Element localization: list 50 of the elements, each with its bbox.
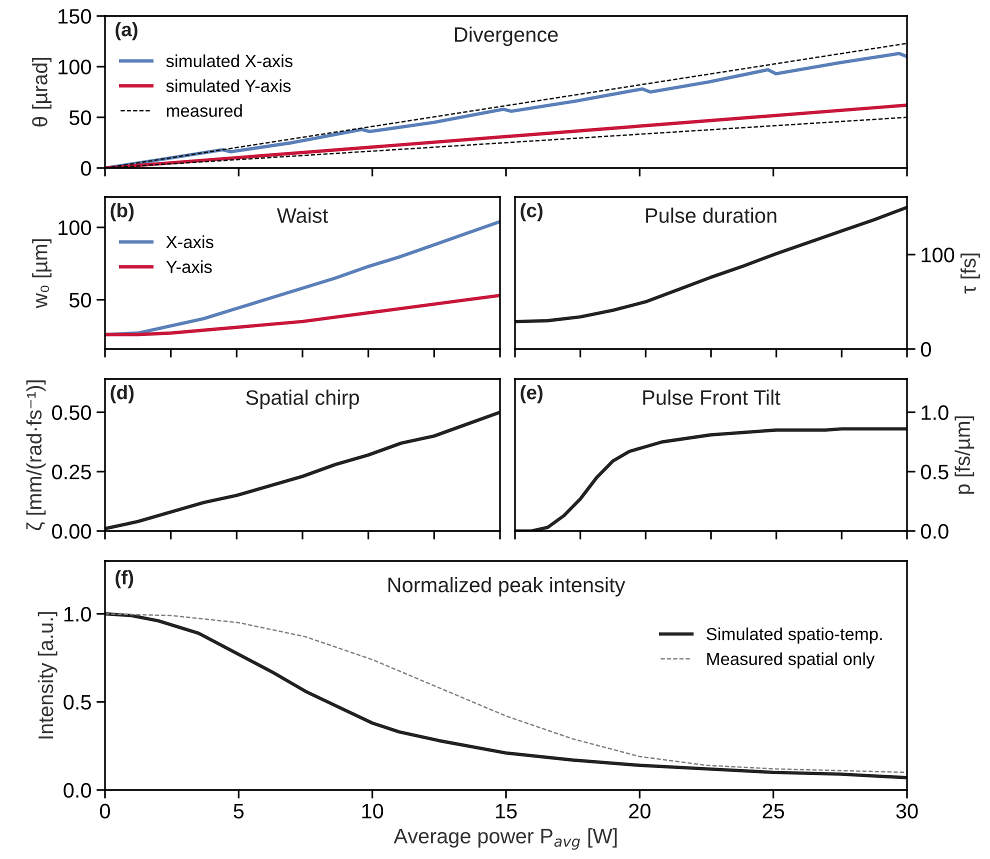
legend-label: measured [166, 104, 242, 117]
y-tick-label: 150 [58, 9, 91, 24]
y-tick-label: 0.5 [921, 464, 948, 480]
y-axis-title: w₀ [µm] [32, 239, 52, 308]
y-tick-label: 50 [69, 292, 91, 308]
annotation: (c) [520, 203, 542, 222]
chart-title: Pulse Front Tilt [643, 390, 780, 405]
annotation: (f) [116, 570, 134, 588]
y-axis-title: Intensity [a.u.] [38, 612, 58, 738]
x-tick-label: 5 [234, 804, 244, 818]
annotation: (a) [116, 22, 138, 40]
y-tick-label: 1.0 [64, 606, 91, 622]
x-tick-label: 25 [762, 804, 784, 818]
y-tick-label: 1.0 [922, 405, 948, 420]
annotation: (b) [110, 203, 134, 222]
chart-title: Divergence [455, 26, 558, 46]
x-tick-label: 10 [362, 804, 384, 818]
annotation: (d) [110, 385, 134, 404]
x-tick-label: 20 [629, 804, 650, 818]
legend-label: Y-axis [166, 260, 212, 274]
y-tick-label: 0.25 [52, 464, 91, 480]
y-axis-title: ζ [mm/(rad·fs⁻¹)] [26, 380, 46, 530]
y-tick-label: 100 [58, 60, 91, 74]
x-tick-label: 15 [496, 804, 517, 818]
chart-title: Pulse duration [646, 208, 776, 223]
x-axis-title: Average power P$_{avg}$ [W] [394, 828, 617, 850]
legend-label: simulated Y-axis [166, 79, 291, 92]
legend-label: Measured spatial only [707, 652, 875, 669]
y-tick-label: 0.0 [64, 783, 91, 798]
y-tick-label: 50 [69, 110, 91, 126]
text: Normalized peak intensity [388, 577, 626, 596]
y-tick-label: 100 [58, 220, 91, 236]
legend-label: X-axis [166, 235, 214, 248]
y-axis-title: τ [fs] [960, 254, 980, 294]
y-tick-label: 100 [922, 248, 954, 262]
x-tick-label: 30 [896, 804, 918, 818]
y-tick-label: 0.0 [921, 524, 948, 539]
y-tick-label: 0 [921, 342, 931, 357]
legend-label: simulated X-axis [166, 54, 292, 68]
legend-label: Simulated spatio-temp. [706, 627, 882, 644]
annotation: (e) [520, 385, 542, 404]
y-tick-label: 0.00 [52, 524, 91, 539]
y-tick-label: 0 [81, 161, 91, 176]
y-tick-label: 0.50 [52, 405, 91, 420]
chart-title: Spatial chirp [246, 390, 359, 410]
y-tick-label: 0.5 [64, 694, 91, 710]
x-tick-label: 0 [100, 804, 110, 818]
chart-title: Waist [276, 208, 328, 223]
y-axis-title: θ [µrad] [32, 58, 52, 126]
y-axis-title: p [fs/µm] [954, 416, 974, 494]
